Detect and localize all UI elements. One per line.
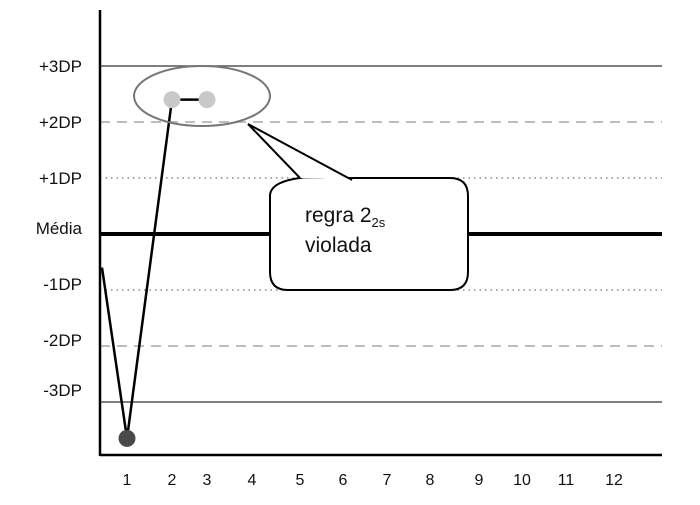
y-axis-labels: +3DP +2DP +1DP Média -1DP -2DP -3DP — [36, 57, 83, 400]
y-label-plus2: +2DP — [39, 113, 82, 132]
x-label-3: 3 — [203, 472, 212, 489]
callout-bubble — [269, 177, 469, 291]
violation-highlight-ellipse — [133, 65, 271, 127]
x-label-9: 9 — [475, 472, 484, 489]
y-label-mean: Média — [36, 219, 83, 238]
y-label-minus1: -1DP — [43, 275, 82, 294]
x-label-12: 12 — [605, 472, 623, 489]
data-point-1 — [118, 429, 136, 447]
x-label-2: 2 — [168, 472, 177, 489]
data-point-3 — [198, 91, 216, 109]
y-label-minus3: -3DP — [43, 381, 82, 400]
data-series — [100, 91, 216, 447]
x-label-1: 1 — [123, 472, 132, 489]
x-label-5: 5 — [296, 472, 305, 489]
x-axis-labels: 1 2 3 4 5 6 7 8 9 10 11 12 — [123, 472, 623, 489]
callout-text-line1: regra 22s — [305, 204, 386, 230]
x-label-4: 4 — [248, 472, 257, 489]
x-label-10: 10 — [513, 472, 531, 489]
callout-text-line2: violada — [305, 234, 372, 257]
series-line — [100, 98, 207, 439]
x-label-11: 11 — [558, 472, 575, 489]
x-label-6: 6 — [339, 472, 348, 489]
data-point-2 — [163, 91, 181, 109]
callout-tail — [247, 123, 353, 181]
y-label-plus1: +1DP — [39, 169, 82, 188]
x-label-8: 8 — [426, 472, 435, 489]
y-label-minus2: -2DP — [43, 331, 82, 350]
x-label-7: 7 — [383, 472, 392, 489]
y-label-plus3: +3DP — [39, 57, 82, 76]
